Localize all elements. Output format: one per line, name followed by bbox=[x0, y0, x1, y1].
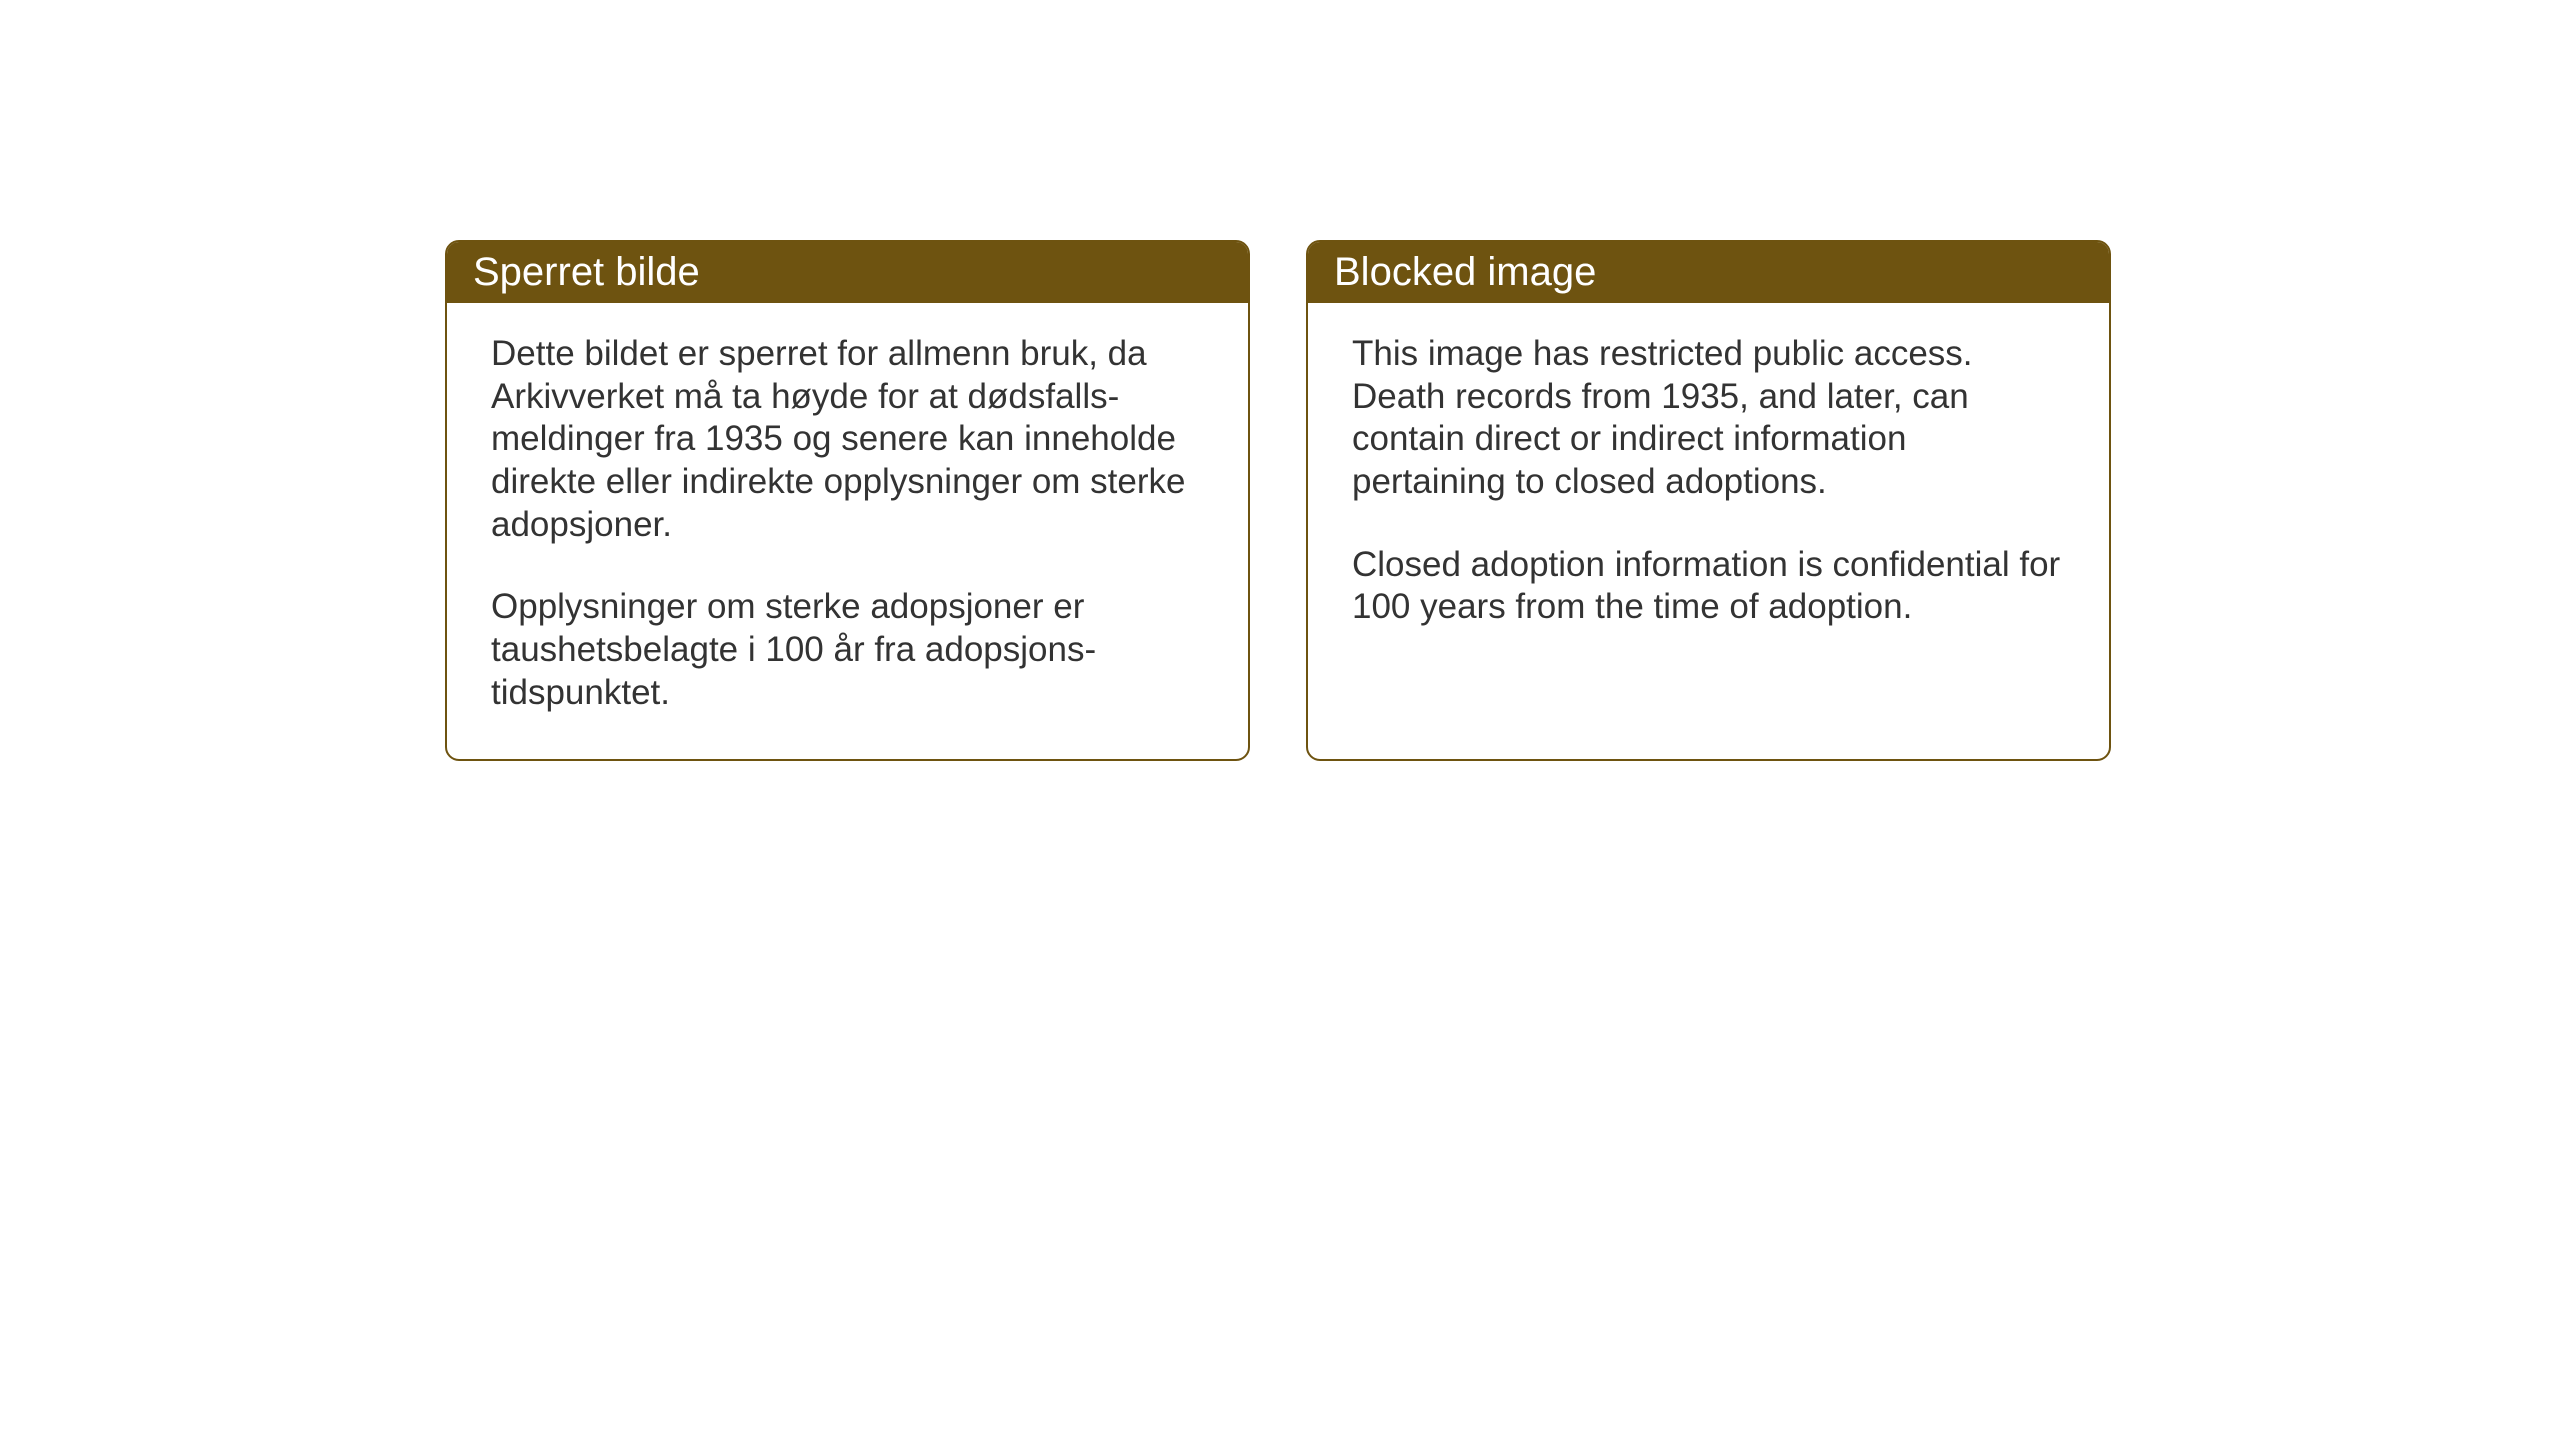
norwegian-card-body: Dette bildet er sperret for allmenn bruk… bbox=[447, 303, 1248, 759]
norwegian-card-title: Sperret bilde bbox=[473, 250, 700, 294]
english-card-header: Blocked image bbox=[1308, 242, 2109, 303]
english-card-title: Blocked image bbox=[1334, 250, 1596, 294]
norwegian-card: Sperret bilde Dette bildet er sperret fo… bbox=[445, 240, 1250, 761]
english-paragraph-2: Closed adoption information is confident… bbox=[1352, 544, 2065, 629]
english-card: Blocked image This image has restricted … bbox=[1306, 240, 2111, 761]
norwegian-card-header: Sperret bilde bbox=[447, 242, 1248, 303]
english-card-body: This image has restricted public access.… bbox=[1308, 303, 2109, 673]
english-paragraph-1: This image has restricted public access.… bbox=[1352, 333, 2065, 504]
notice-cards-container: Sperret bilde Dette bildet er sperret fo… bbox=[445, 240, 2111, 761]
norwegian-paragraph-1: Dette bildet er sperret for allmenn bruk… bbox=[491, 333, 1204, 546]
norwegian-paragraph-2: Opplysninger om sterke adopsjoner er tau… bbox=[491, 586, 1204, 714]
